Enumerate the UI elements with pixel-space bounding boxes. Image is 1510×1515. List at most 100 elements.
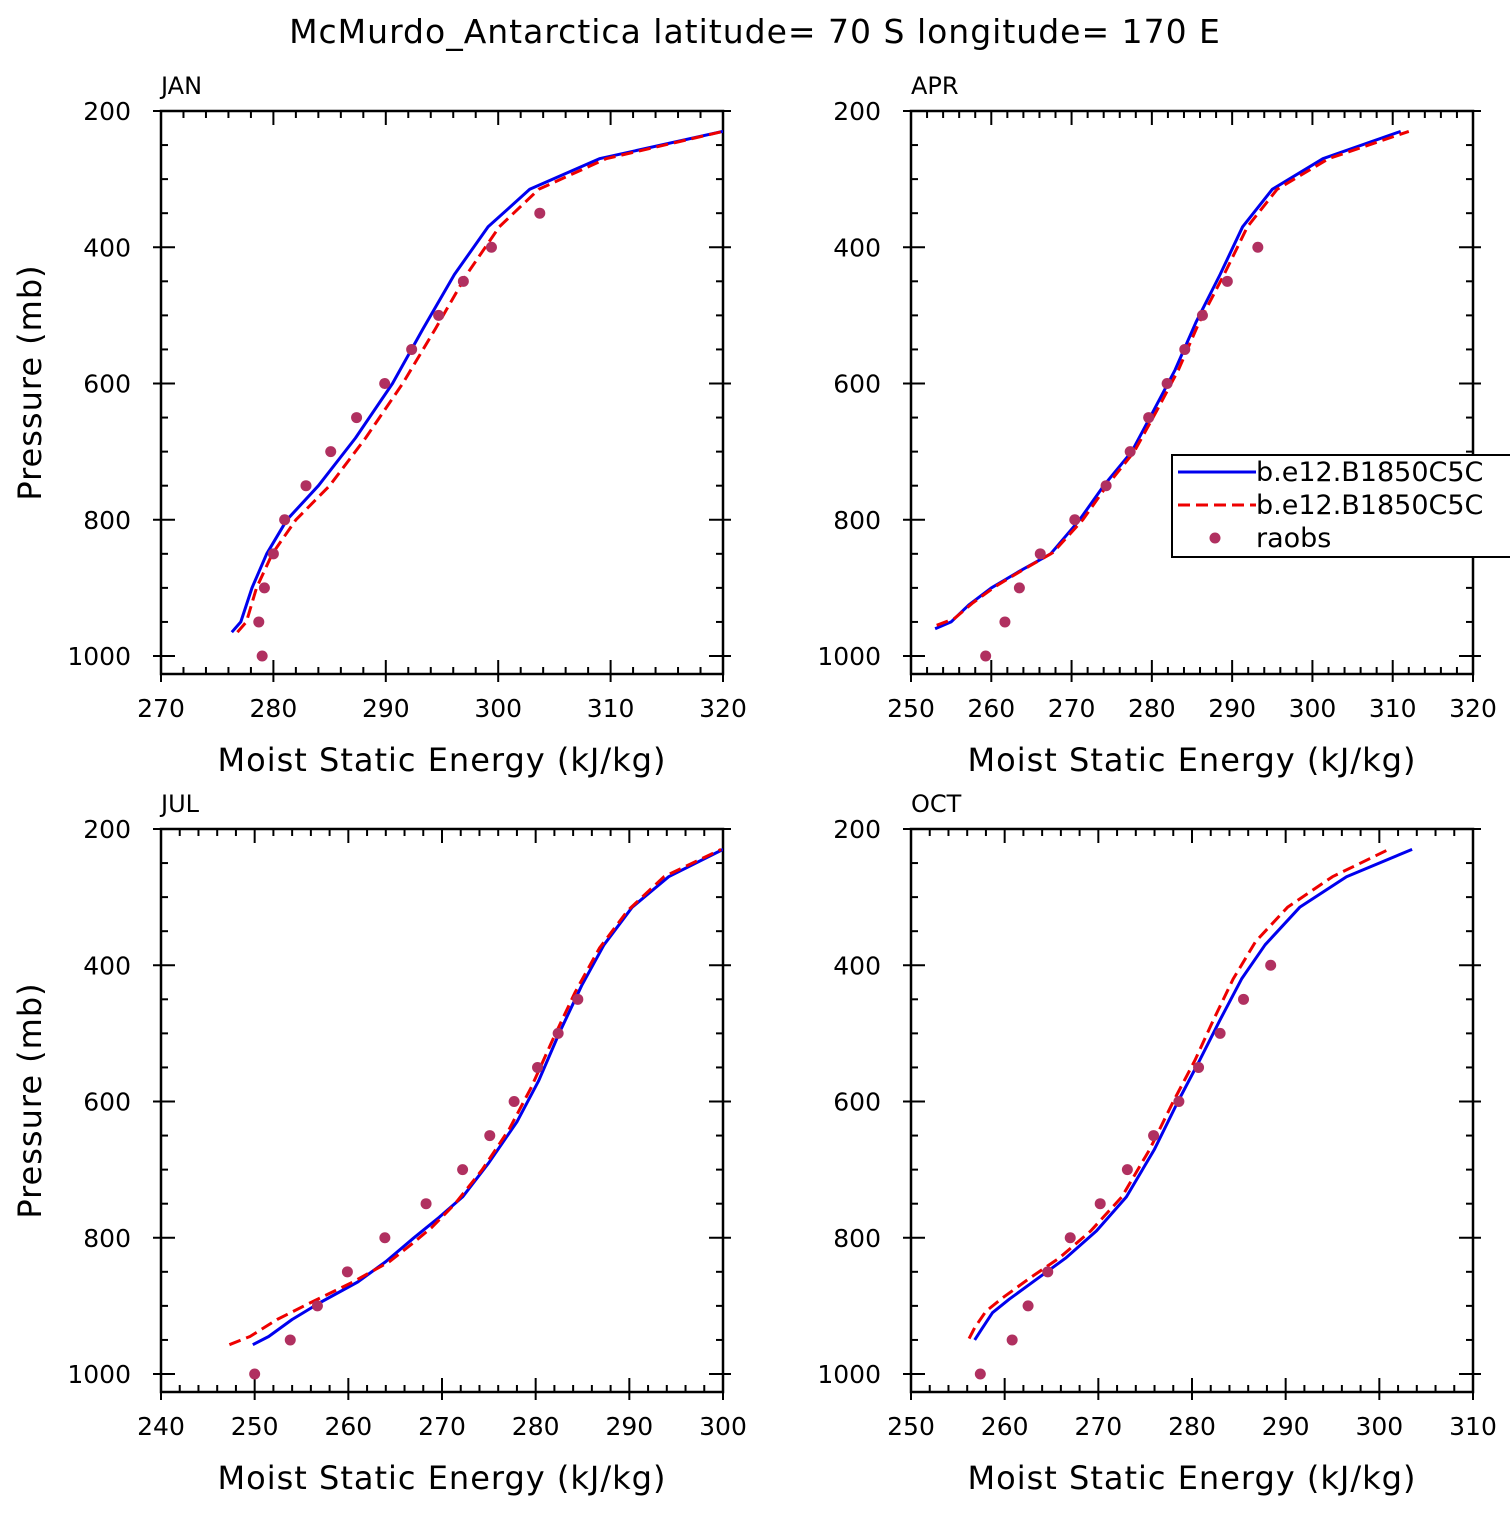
legend-label: raobs xyxy=(1256,523,1331,554)
raobs-point xyxy=(311,1300,323,1312)
raobs-point xyxy=(1069,514,1081,526)
raobs-point xyxy=(1064,1232,1076,1244)
x-tick-label: 280 xyxy=(1128,694,1176,723)
y-tick-label: 200 xyxy=(83,815,131,844)
raobs-point xyxy=(1022,1300,1034,1312)
raobs-point xyxy=(484,1130,496,1142)
data-layer xyxy=(228,848,723,1380)
raobs-point xyxy=(572,993,584,1005)
x-tick-label: 310 xyxy=(1369,694,1417,723)
series-line-dashed xyxy=(228,848,722,1347)
raobs-point xyxy=(1124,446,1136,458)
y-axis-title: Pressure (mb) xyxy=(11,264,49,500)
y-tick-label: 600 xyxy=(83,1088,131,1117)
panel-label: OCT xyxy=(911,790,962,818)
series-line-solid xyxy=(230,129,723,634)
raobs-point xyxy=(1094,1198,1106,1210)
x-tick-label: 250 xyxy=(231,1412,279,1441)
raobs-point xyxy=(279,514,291,526)
x-tick-label: 320 xyxy=(699,694,747,723)
raobs-point xyxy=(1121,1164,1133,1176)
y-tick-label: 600 xyxy=(833,1088,881,1117)
x-tick-label: 280 xyxy=(512,1412,560,1441)
raobs-point xyxy=(1265,959,1277,971)
x-tick-label: 320 xyxy=(1449,694,1497,723)
panel-label: JAN xyxy=(159,72,202,100)
x-tick-label: 260 xyxy=(981,1412,1029,1441)
y-tick-label: 800 xyxy=(833,506,881,535)
x-tick-label: 260 xyxy=(967,694,1015,723)
series-line-dashed xyxy=(236,129,723,634)
x-tick-label: 240 xyxy=(137,1412,185,1441)
raobs-point xyxy=(253,616,265,628)
raobs-point xyxy=(999,616,1011,628)
raobs-point xyxy=(325,446,337,458)
x-tick-label: 290 xyxy=(605,1412,653,1441)
plot-frame xyxy=(909,109,1475,676)
x-tick-label: 270 xyxy=(137,694,185,723)
raobs-point xyxy=(457,1164,469,1176)
panel-label: JUL xyxy=(159,790,200,818)
raobs-point xyxy=(379,378,391,389)
y-tick-label: 800 xyxy=(83,1224,131,1253)
y-tick-label: 200 xyxy=(83,97,131,126)
y-tick-label: 400 xyxy=(833,951,881,980)
x-tick-label: 270 xyxy=(418,1412,466,1441)
raobs-point xyxy=(1143,412,1155,424)
y-tick-label: 1000 xyxy=(67,642,131,671)
raobs-point xyxy=(974,1368,986,1380)
raobs-point xyxy=(1196,309,1208,321)
y-tick-label: 800 xyxy=(833,1224,881,1253)
legend-label: b.e12.B1850C5C xyxy=(1256,457,1483,488)
raobs-point xyxy=(1252,241,1264,253)
raobs-point xyxy=(379,1232,391,1244)
x-tick-label: 280 xyxy=(250,694,298,723)
panel-jan: JAN 270 280 290 300 310 320 200 400 600 800 1000 Moi… xyxy=(11,72,747,779)
raobs-point xyxy=(256,650,268,662)
raobs-point xyxy=(300,480,312,492)
raobs-point xyxy=(1173,1096,1185,1107)
y-axis-title: Pressure (mb) xyxy=(11,982,49,1218)
raobs-point xyxy=(433,309,445,321)
x-tick-label: 260 xyxy=(324,1412,372,1441)
panel-oct: OCT 250 260 270 280 290 300 310 200 400 600 800 1000… xyxy=(817,790,1496,1497)
legend-marker xyxy=(1209,532,1221,544)
raobs-point xyxy=(1100,480,1112,492)
panel-apr: APR 250 260 270 280 290 300 310 320 200 400 600 800 1… xyxy=(817,72,1496,779)
raobs-point xyxy=(420,1198,432,1210)
x-axis-title: Moist Static Energy (kJ/kg) xyxy=(968,741,1417,779)
raobs-point xyxy=(341,1266,353,1278)
raobs-point xyxy=(534,207,546,219)
x-tick-label: 310 xyxy=(587,694,635,723)
plot-frame xyxy=(159,827,725,1394)
x-tick-label: 290 xyxy=(1262,1412,1310,1441)
raobs-point xyxy=(258,582,270,594)
y-tick-label: 200 xyxy=(833,97,881,126)
data-layer xyxy=(230,129,723,662)
y-tick-label: 400 xyxy=(83,233,131,262)
x-tick-label: 250 xyxy=(887,1412,935,1441)
series-line-dashed xyxy=(967,848,1390,1340)
x-axis-title: Moist Static Energy (kJ/kg) xyxy=(218,1459,667,1497)
x-axis-title: Moist Static Energy (kJ/kg) xyxy=(218,741,667,779)
panel-label: APR xyxy=(911,72,959,100)
y-tick-label: 600 xyxy=(83,370,131,399)
raobs-point xyxy=(1214,1027,1226,1039)
raobs-point xyxy=(1034,548,1046,560)
raobs-point xyxy=(1221,275,1233,287)
data-layer xyxy=(967,848,1413,1380)
raobs-point xyxy=(552,1027,564,1039)
x-tick-label: 300 xyxy=(699,1412,747,1441)
figure-title: McMurdo_Antarctica latitude= 70 S longit… xyxy=(289,12,1221,51)
series-line-solid xyxy=(252,848,723,1347)
series-line-dashed xyxy=(936,129,1410,627)
raobs-point xyxy=(406,343,418,355)
raobs-point xyxy=(267,548,279,560)
y-tick-label: 1000 xyxy=(67,1360,131,1389)
x-tick-label: 300 xyxy=(474,694,522,723)
raobs-point xyxy=(351,412,363,424)
raobs-point xyxy=(485,241,497,253)
y-tick-label: 400 xyxy=(83,951,131,980)
plot-frame xyxy=(159,109,725,676)
x-tick-label: 270 xyxy=(1074,1412,1122,1441)
